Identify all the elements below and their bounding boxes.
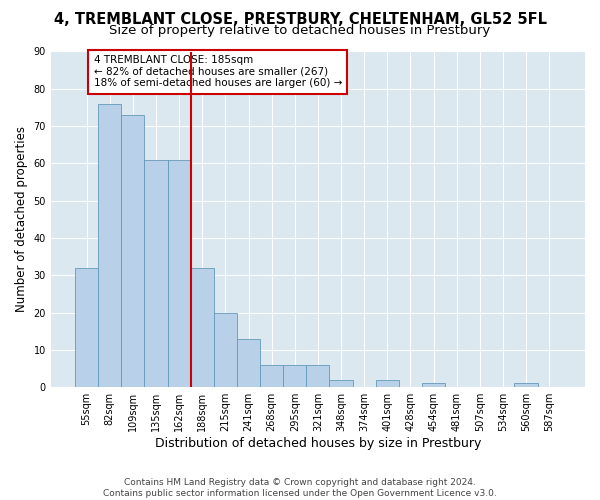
Bar [260, 365, 283, 387]
Bar [75, 268, 98, 387]
Y-axis label: Number of detached properties: Number of detached properties [15, 126, 28, 312]
Bar [376, 380, 399, 387]
Text: Size of property relative to detached houses in Prestbury: Size of property relative to detached ho… [109, 24, 491, 37]
Bar [422, 384, 445, 387]
Bar [329, 380, 353, 387]
Bar [283, 365, 307, 387]
Bar [214, 312, 237, 387]
Bar [145, 160, 167, 387]
Text: 4, TREMBLANT CLOSE, PRESTBURY, CHELTENHAM, GL52 5FL: 4, TREMBLANT CLOSE, PRESTBURY, CHELTENHA… [53, 12, 547, 28]
Bar [237, 338, 260, 387]
Text: Contains HM Land Registry data © Crown copyright and database right 2024.
Contai: Contains HM Land Registry data © Crown c… [103, 478, 497, 498]
Bar [191, 268, 214, 387]
Text: 4 TREMBLANT CLOSE: 185sqm
← 82% of detached houses are smaller (267)
18% of semi: 4 TREMBLANT CLOSE: 185sqm ← 82% of detac… [94, 55, 342, 88]
Bar [98, 104, 121, 387]
Bar [514, 384, 538, 387]
X-axis label: Distribution of detached houses by size in Prestbury: Distribution of detached houses by size … [155, 437, 481, 450]
Bar [307, 365, 329, 387]
Bar [121, 115, 145, 387]
Bar [167, 160, 191, 387]
